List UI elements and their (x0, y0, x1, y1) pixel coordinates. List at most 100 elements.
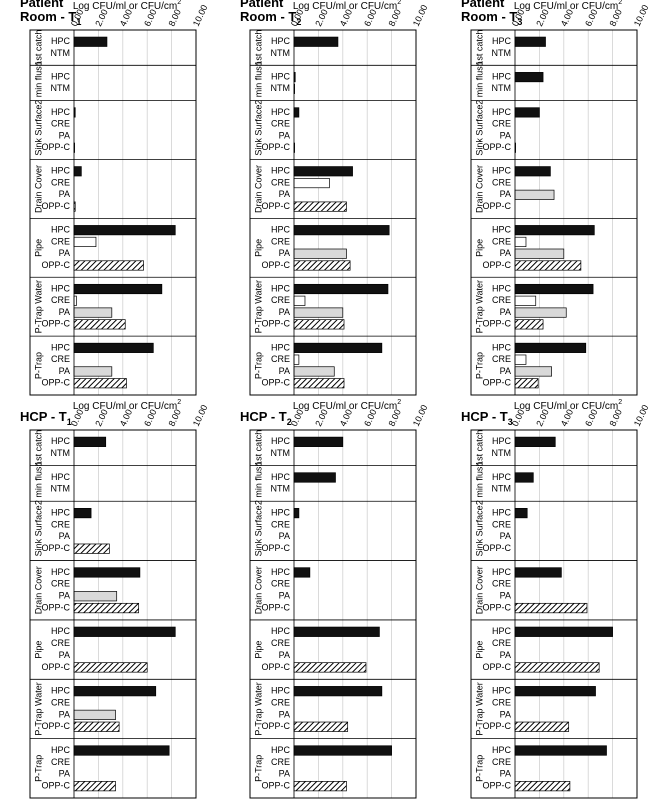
bar (514, 507, 528, 519)
bar (293, 36, 339, 47)
group-label: Pipe (33, 239, 43, 257)
category-label: CRE (492, 697, 511, 707)
category-label: NTM (492, 48, 512, 58)
category-label: OPP-C (482, 378, 511, 388)
panel-title-text: Patient (240, 0, 284, 10)
x-axis-label: Log CFU/ml or CFU/cm2 (73, 0, 181, 12)
group-label: P-Trap (474, 755, 484, 782)
x-axis-label-text: Log CFU/ml or CFU/cm (73, 401, 177, 412)
category-label: CRE (492, 638, 511, 648)
category-label: CRE (271, 638, 290, 648)
category-label: CRE (492, 119, 511, 129)
category-label: CRE (51, 519, 70, 529)
category-label: CRE (51, 579, 70, 589)
category-label: OPP-C (41, 781, 70, 791)
x-axis-label-text: Log CFU/ml or CFU/cm (293, 1, 397, 12)
bar (293, 781, 347, 792)
category-label: OPP-C (261, 781, 290, 791)
category-label: CRE (271, 354, 290, 364)
group-label: 2 min flush (33, 462, 43, 506)
category-label: PA (500, 769, 511, 779)
category-label: CRE (492, 177, 511, 187)
category-label: OPP-C (482, 201, 511, 211)
bar (73, 307, 113, 318)
bar (293, 745, 392, 756)
category-label: CRE (492, 236, 511, 246)
category-label: PA (500, 248, 511, 258)
category-label: CRE (492, 579, 511, 589)
bar (73, 626, 176, 637)
panel-title: Room - T2 (240, 9, 301, 27)
category-label: CRE (51, 354, 70, 364)
category-label: HPC (271, 626, 291, 636)
bar (293, 686, 383, 697)
category-label: HPC (271, 71, 291, 81)
category-label: PA (279, 650, 290, 660)
category-label: HPC (51, 71, 71, 81)
category-label: PA (279, 130, 290, 140)
bar (514, 260, 582, 271)
panel-frame (249, 429, 417, 799)
x-tick-label: 10.00 (191, 403, 210, 428)
category-label: OPP-C (482, 721, 511, 731)
panel-title-text: Room - T (461, 9, 517, 24)
category-label: CRE (271, 295, 290, 305)
group-label: P-Trap (33, 755, 43, 782)
category-label: CRE (51, 638, 70, 648)
category-label: CRE (492, 354, 511, 364)
group-label: P-Trap (253, 755, 263, 782)
x-axis-label: Log CFU/ml or CFU/cm2 (514, 0, 622, 12)
bar (73, 260, 144, 271)
x-tick-label: 10.00 (632, 403, 651, 428)
category-label: PA (500, 130, 511, 140)
category-label: HPC (492, 283, 512, 293)
bar (293, 307, 344, 318)
category-label: PA (59, 709, 70, 719)
bar (73, 662, 148, 673)
x-tick-label: 10.00 (411, 3, 430, 28)
bar (293, 366, 335, 377)
category-label: PA (59, 769, 70, 779)
category-label: OPP-C (482, 543, 511, 553)
group-label: P-Trap (253, 352, 263, 379)
category-label: NTM (271, 484, 291, 494)
panel-title-subscript: 1 (67, 417, 72, 427)
category-label: CRE (492, 757, 511, 767)
category-label: OPP-C (482, 602, 511, 612)
bar (514, 686, 596, 697)
bar (293, 507, 300, 519)
x-axis-label-text: Log CFU/ml or CFU/cm (514, 1, 618, 12)
bar (73, 225, 176, 236)
x-axis-label-superscript: 2 (397, 399, 401, 406)
bar (514, 319, 544, 330)
bar (514, 721, 570, 732)
bar (514, 342, 587, 353)
x-axis-label-text: Log CFU/ml or CFU/cm (73, 1, 177, 12)
category-label: CRE (492, 519, 511, 529)
category-label: NTM (51, 448, 71, 458)
bar (73, 602, 140, 614)
panel-title-text: Room - T (20, 9, 76, 24)
panel-frame (29, 429, 197, 799)
group-label: 2 min flush (474, 462, 484, 506)
bar (73, 319, 126, 330)
panel-title-text: HCP - T (20, 409, 67, 424)
category-label: HPC (51, 36, 71, 46)
bar (73, 366, 113, 377)
category-label: NTM (51, 484, 71, 494)
category-label: PA (500, 709, 511, 719)
group-label: Sink Surface (33, 505, 43, 556)
bar (73, 436, 107, 447)
category-label: HPC (51, 626, 71, 636)
panel-frame (29, 29, 197, 396)
x-axis-label-superscript: 2 (177, 399, 181, 406)
bar (514, 283, 594, 295)
bar (514, 307, 567, 318)
category-label: CRE (271, 757, 290, 767)
category-label: PA (500, 307, 511, 317)
panel-title: Patient (20, 0, 64, 10)
category-label: OPP-C (41, 378, 70, 388)
category-label: PA (59, 307, 70, 317)
group-label: 2 min flush (253, 61, 263, 105)
bar (293, 225, 390, 236)
